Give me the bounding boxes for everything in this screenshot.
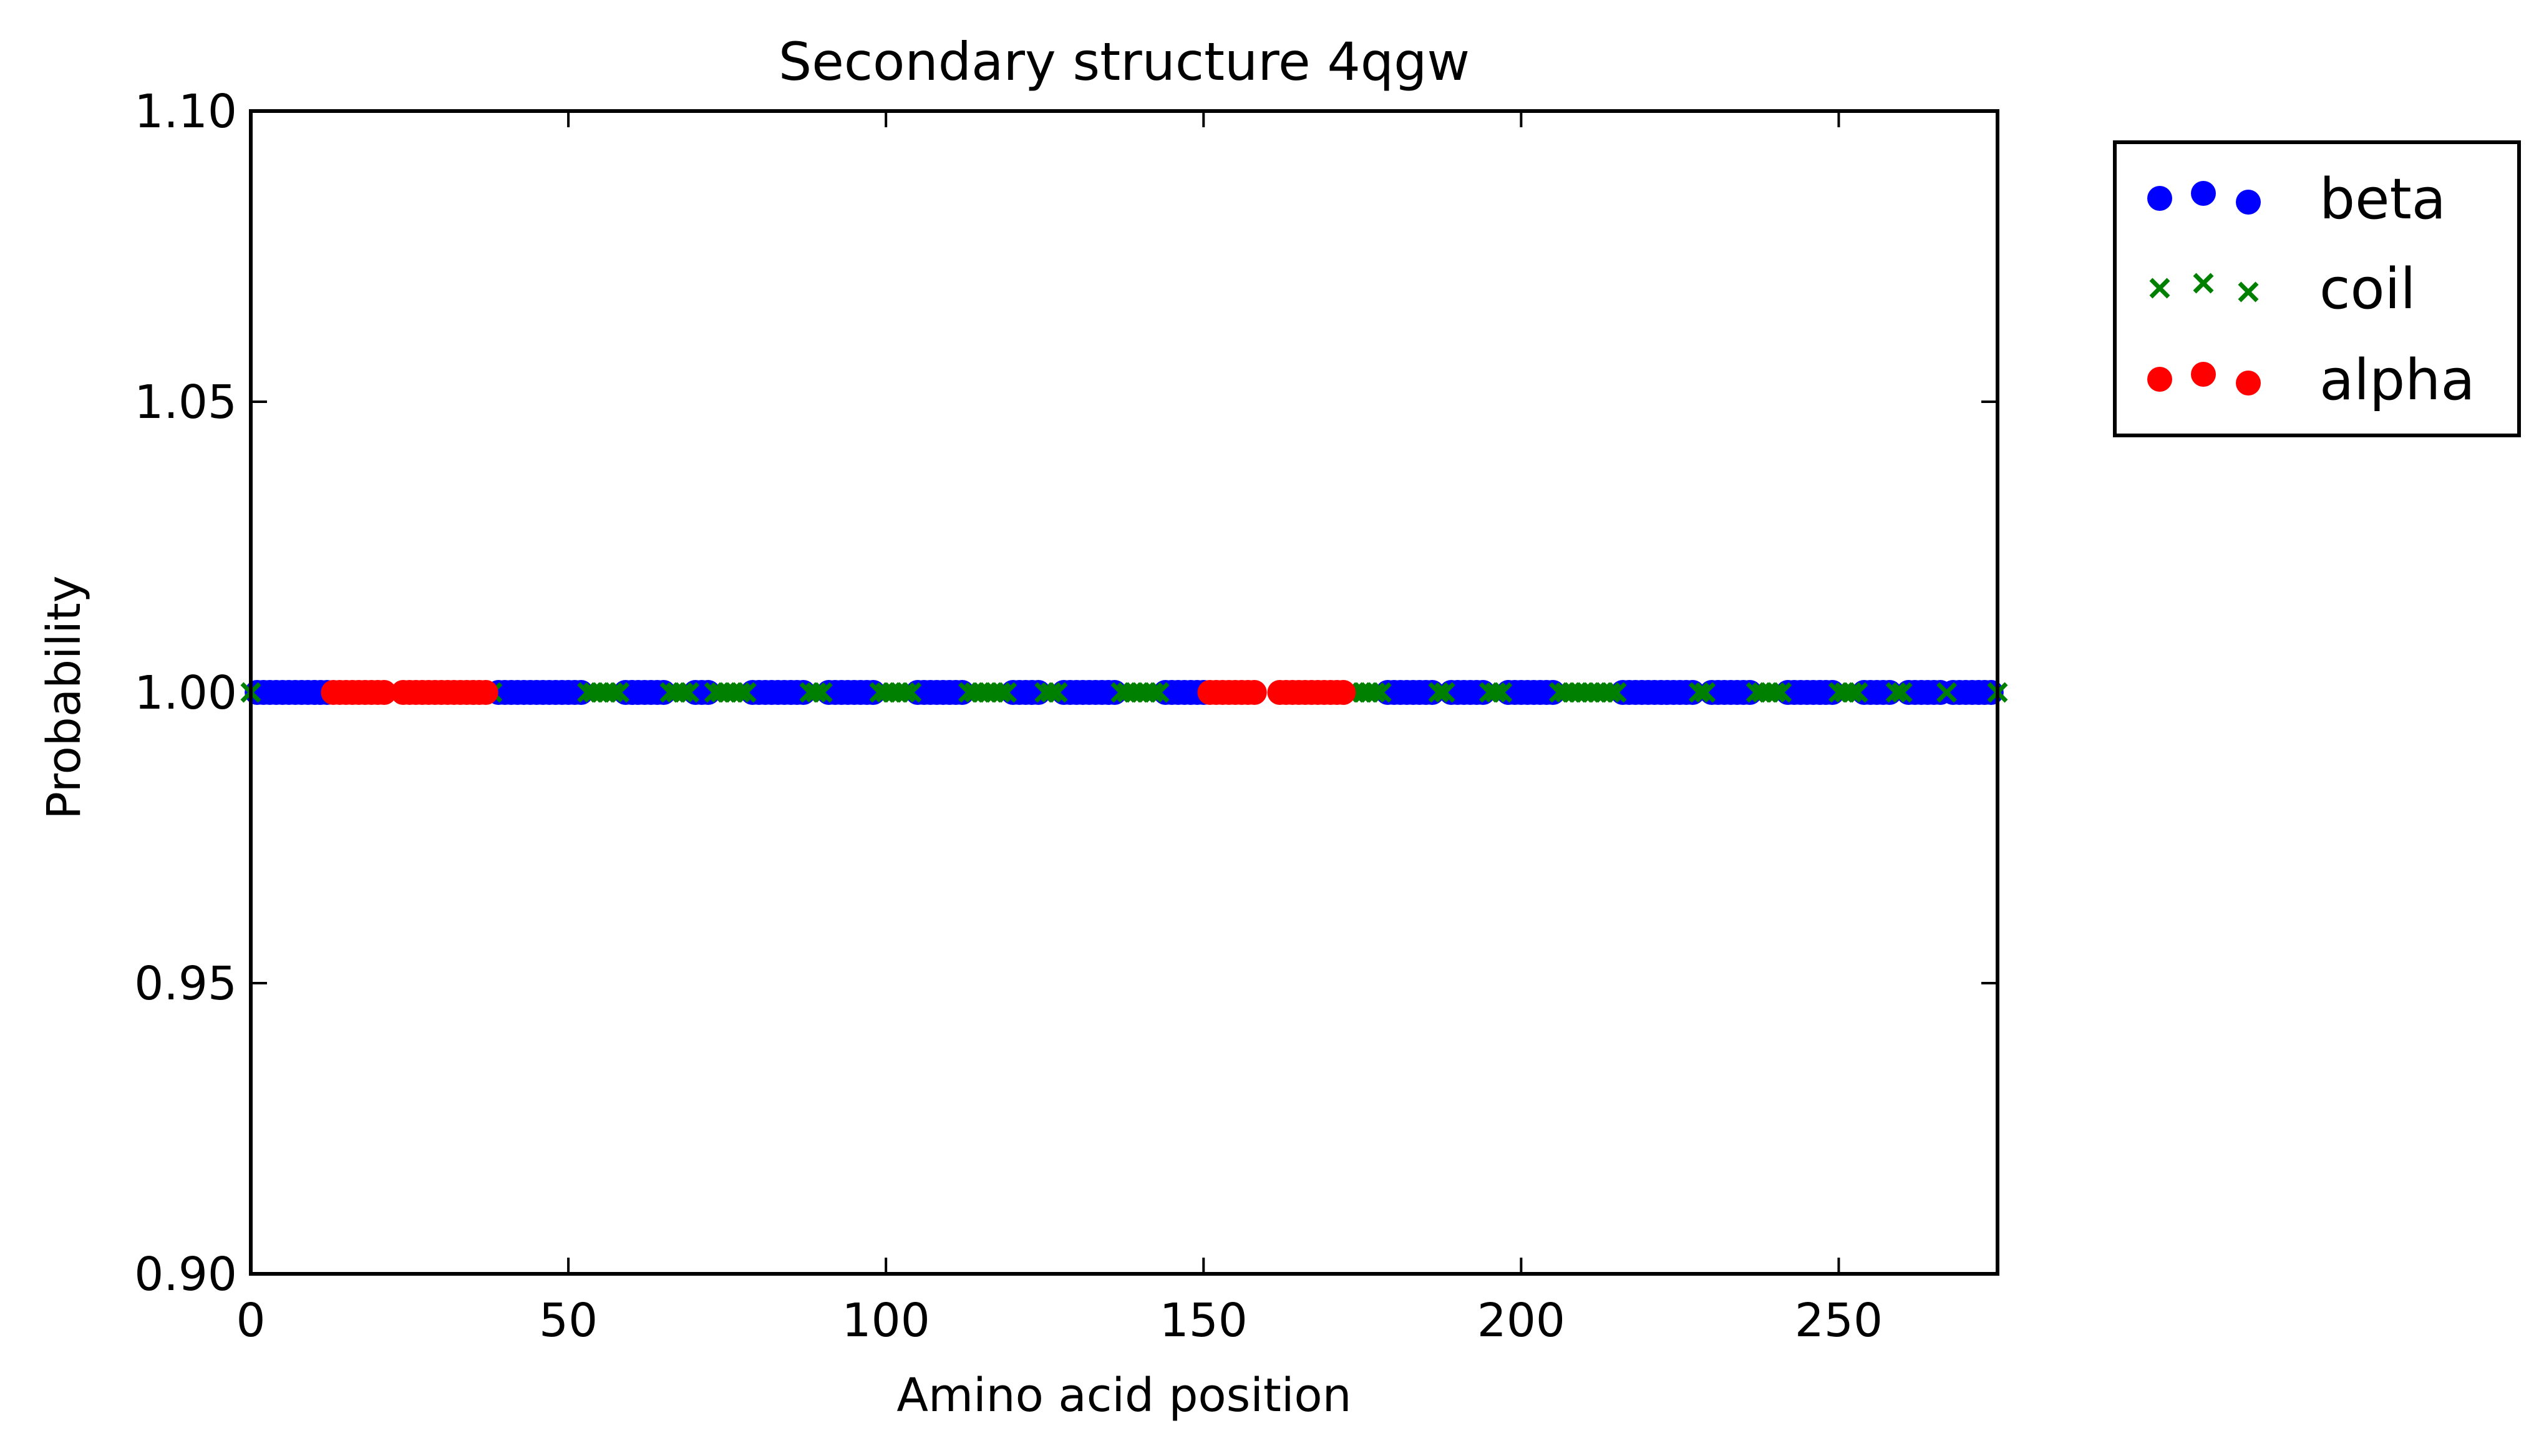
coil-point xyxy=(729,682,750,703)
series-alpha xyxy=(321,680,1356,705)
x-tick-label: 50 xyxy=(539,1294,598,1347)
coil-point xyxy=(1047,682,1068,703)
legend-marker xyxy=(2191,362,2216,387)
y-tick-label: 1.10 xyxy=(134,85,237,138)
y-tick-label: 0.90 xyxy=(134,1248,237,1301)
y-axis-ticks: 0.90 0.95 1.00 1.05 1.10 xyxy=(134,85,1998,1301)
legend-marker xyxy=(2236,371,2261,396)
x-tick-label: 200 xyxy=(1477,1294,1565,1347)
coil-point xyxy=(672,682,693,703)
legend-marker xyxy=(2149,278,2170,299)
coil-point xyxy=(1485,682,1507,703)
legend-entry-coil: coil xyxy=(2149,256,2416,322)
legend: beta coil alpha xyxy=(2113,140,2521,437)
coil-point xyxy=(805,682,827,703)
coil-point xyxy=(812,682,833,703)
coil-point xyxy=(901,682,922,703)
legend-marker xyxy=(2147,367,2172,392)
coil-point xyxy=(1434,682,1455,703)
legend-marker xyxy=(2236,190,2261,215)
coil-point xyxy=(1936,682,1958,703)
plot-area-frame xyxy=(249,109,1999,1276)
coil-point xyxy=(736,682,757,703)
coil-point xyxy=(1847,682,1868,703)
coil-point xyxy=(989,682,1011,703)
chart-title: Secondary structure 4qgw xyxy=(779,31,1470,92)
coil-point xyxy=(1606,682,1627,703)
data-points xyxy=(240,680,2008,705)
coil-point xyxy=(1148,682,1170,703)
legend-box xyxy=(2113,140,2521,437)
coil-point xyxy=(1142,682,1163,703)
coil-point xyxy=(1688,682,1709,703)
x-tick-label: 150 xyxy=(1160,1294,1248,1347)
x-axis-label: Amino acid position xyxy=(896,1369,1351,1422)
x-tick-label: 250 xyxy=(1795,1294,1883,1347)
coil-point xyxy=(1371,682,1392,703)
legend-label: alpha xyxy=(2319,347,2475,413)
y-tick-label: 1.05 xyxy=(134,376,237,429)
coil-point xyxy=(602,682,623,703)
legend-label: coil xyxy=(2319,256,2416,322)
coil-point xyxy=(996,682,1017,703)
coil-point xyxy=(679,682,700,703)
alpha-point xyxy=(1241,680,1267,705)
x-axis-ticks: 0 50 100 150 200 250 xyxy=(236,111,1883,1347)
y-axis-label: Probability xyxy=(37,575,91,819)
legend-entry-beta: beta xyxy=(2147,167,2446,232)
alpha-point xyxy=(473,680,498,705)
coil-point xyxy=(1364,682,1386,703)
x-tick-label: 100 xyxy=(842,1294,930,1347)
y-tick-label: 0.95 xyxy=(134,957,237,1011)
coil-point xyxy=(609,682,630,703)
legend-marker xyxy=(2191,181,2216,206)
coil-point xyxy=(1492,682,1513,703)
coil-point xyxy=(1891,682,1913,703)
coil-point xyxy=(1885,682,1906,703)
legend-entry-alpha: alpha xyxy=(2147,347,2475,413)
legend-marker xyxy=(2147,186,2172,211)
y-tick-label: 1.00 xyxy=(134,666,237,720)
alpha-point xyxy=(1331,680,1356,705)
coil-point xyxy=(1428,682,1449,703)
coil-point xyxy=(1695,682,1716,703)
coil-point xyxy=(1771,682,1792,703)
legend-marker xyxy=(2238,281,2259,303)
alpha-point xyxy=(371,680,397,705)
coil-point xyxy=(895,682,916,703)
coil-point xyxy=(1041,682,1062,703)
coil-point xyxy=(1841,682,1862,703)
coil-point xyxy=(1765,682,1786,703)
legend-marker xyxy=(2193,273,2214,294)
coil-point xyxy=(1600,682,1621,703)
legend-label: beta xyxy=(2319,167,2446,232)
x-tick-label: 0 xyxy=(236,1294,265,1347)
